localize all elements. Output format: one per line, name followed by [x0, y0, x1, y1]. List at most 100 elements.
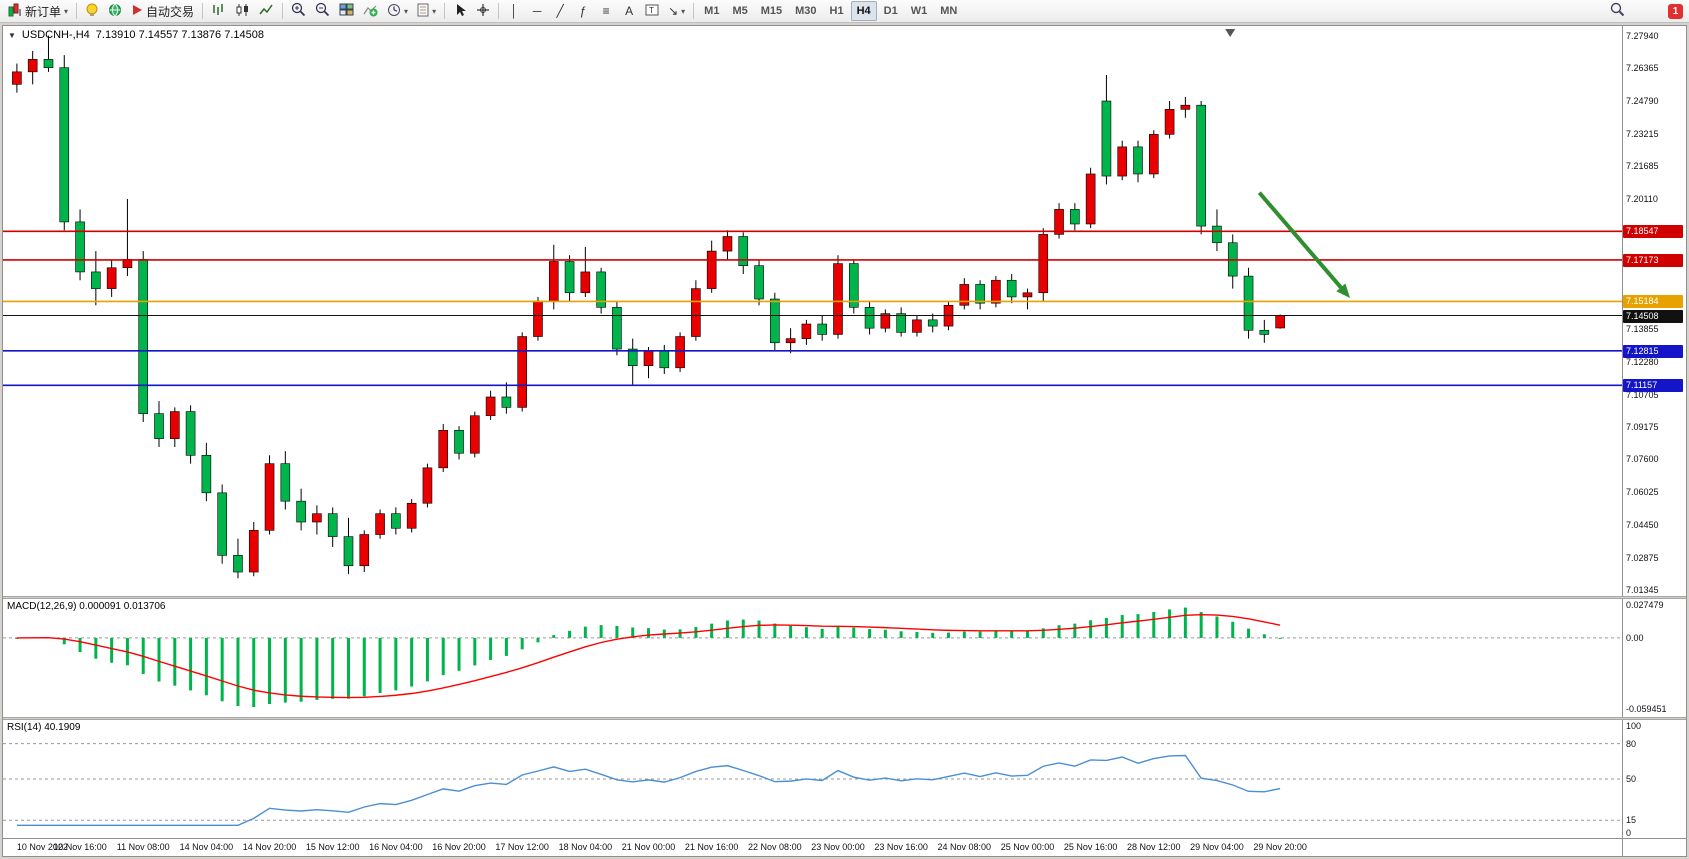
candle-body	[896, 313, 906, 333]
timeframe-button-h4[interactable]: H4	[850, 1, 877, 21]
candle-body	[154, 413, 164, 439]
new-order-button[interactable]: 新订单 ▾	[4, 1, 72, 21]
macd-bar	[157, 637, 161, 682]
candle-body	[1070, 209, 1080, 225]
community-button[interactable]	[104, 1, 126, 21]
bar-chart-button[interactable]	[207, 1, 230, 21]
fibonacci-tool-button[interactable]: ƒ	[572, 1, 594, 21]
macd-bar	[725, 620, 729, 638]
timeframe-button-m15[interactable]: M15	[755, 1, 788, 21]
candle-body	[217, 492, 227, 556]
time-tick-label: 15 Nov 12:00	[305, 842, 360, 852]
candle-body	[959, 284, 970, 306]
fibonacci-icon: ƒ	[579, 4, 587, 18]
crosshair-button[interactable]	[472, 1, 494, 21]
macd-bar	[962, 631, 966, 638]
candle-body	[264, 463, 275, 531]
candle-body	[91, 271, 101, 289]
rsi-panel[interactable]: RSI(14) 40.1909	[3, 720, 1622, 838]
macd-bar	[220, 637, 224, 702]
macd-label: MACD(12,26,9) 0.000091 0.013706	[7, 601, 166, 612]
candle-body	[848, 263, 859, 308]
macd-bar	[1231, 621, 1235, 638]
timeframe-button-w1[interactable]: W1	[905, 1, 934, 21]
ideas-button[interactable]	[81, 1, 103, 21]
macd-bar	[899, 631, 903, 638]
zoom-in-button[interactable]	[287, 1, 310, 21]
templates-button[interactable]: ▾	[413, 1, 440, 21]
candle-body	[470, 415, 480, 454]
trendline-tool-button[interactable]: ╱	[549, 1, 571, 21]
search-button[interactable]	[1606, 1, 1629, 21]
timeframe-button-m5[interactable]: M5	[726, 1, 753, 21]
time-tick-label: 16 Nov 04:00	[369, 842, 423, 852]
periods-button[interactable]: ▾	[383, 1, 412, 21]
price-tick-label: 7.02875	[1626, 552, 1659, 563]
label-tool-button[interactable]: T	[641, 1, 663, 21]
toolbar-separator	[444, 3, 446, 19]
text-tool-button[interactable]: A	[618, 1, 640, 21]
macd-bar	[915, 631, 919, 638]
timeframe-button-h1[interactable]: H1	[824, 1, 850, 21]
candle-body	[106, 267, 117, 289]
cursor-button[interactable]	[449, 1, 471, 21]
price-badge-pivot: 7.15184	[1623, 295, 1683, 309]
macd-bar	[757, 620, 761, 638]
annotation-arrow-shaft[interactable]	[1257, 191, 1347, 294]
candle-body	[375, 513, 385, 535]
text-icon: A	[625, 4, 634, 18]
horizontal-line-tool-button[interactable]: ─	[526, 1, 548, 21]
time-tick-label: 21 Nov 00:00	[621, 842, 676, 852]
candle-body	[1022, 292, 1033, 298]
arrows-tool-button[interactable]: ↘ ▾	[664, 1, 689, 21]
timeframe-button-m1[interactable]: M1	[698, 1, 725, 21]
macd-bar	[410, 637, 414, 687]
main-chart[interactable]: ▼ USDCNH-,H4 7.13910 7.14557 7.13876 7.1…	[3, 26, 1622, 596]
tile-windows-button[interactable]	[335, 1, 358, 21]
panel-divider[interactable]	[3, 717, 1686, 720]
timeframe-button-m30[interactable]: M30	[789, 1, 822, 21]
notification-badge[interactable]: 1	[1668, 3, 1683, 19]
main-chart-canvas	[3, 29, 1622, 579]
macd-bar	[1215, 616, 1219, 638]
price-axis[interactable]: 7.27940 7.26365 7.24790 7.23215 7.21685 7.201…	[1622, 26, 1686, 596]
time-axis[interactable]: 10 Nov 2022 10 Nov 16:00 11 Nov 08:00 14 No…	[3, 838, 1622, 856]
panel-divider[interactable]	[3, 596, 1686, 599]
zoom-in-icon	[291, 2, 306, 20]
timeframe-button-mn[interactable]: MN	[934, 1, 963, 21]
macd-bar	[552, 635, 556, 638]
candle-body	[722, 236, 733, 252]
grid-tool-button[interactable]: ≡	[595, 1, 617, 21]
macd-bar	[394, 637, 398, 691]
cursor-arrow-icon	[454, 3, 467, 20]
play-icon	[131, 4, 143, 19]
line-chart-button[interactable]	[255, 1, 278, 21]
candle-body	[1196, 104, 1206, 227]
time-tick-label: 22 Nov 08:00	[748, 842, 802, 852]
zoom-out-button[interactable]	[311, 1, 334, 21]
toolbar-separator	[282, 3, 284, 19]
candle-body	[248, 530, 259, 573]
macd-bar	[820, 628, 824, 638]
candle-body	[864, 307, 875, 329]
indicators-button[interactable]	[359, 1, 382, 21]
auto-trading-button[interactable]: 自动交易	[127, 1, 198, 21]
collapse-marker-icon[interactable]: ▼	[8, 30, 16, 40]
chart-shift-marker[interactable]	[1225, 29, 1236, 37]
rsi-label: RSI(14) 40.1909	[7, 722, 81, 733]
macd-bar	[1057, 625, 1061, 638]
macd-panel[interactable]: MACD(12,26,9) 0.000091 0.013706	[3, 599, 1622, 717]
macd-bar	[15, 637, 19, 639]
vertical-line-tool-button[interactable]: │	[503, 1, 525, 21]
candlestick-chart-button[interactable]	[231, 1, 254, 21]
macd-bar	[773, 623, 777, 638]
macd-bar	[568, 630, 572, 638]
timeframe-button-d1[interactable]: D1	[878, 1, 904, 21]
rsi-axis[interactable]: 100 80 50 15 0	[1622, 720, 1686, 838]
toolbar-separator	[498, 3, 500, 19]
macd-axis[interactable]: 0.027479 0.00 -0.059451	[1622, 599, 1686, 717]
annotation-arrow-head[interactable]	[1336, 283, 1351, 298]
macd-bar	[1025, 630, 1029, 638]
candle-body	[359, 534, 370, 567]
rsi-tick-label: 50	[1626, 774, 1637, 784]
